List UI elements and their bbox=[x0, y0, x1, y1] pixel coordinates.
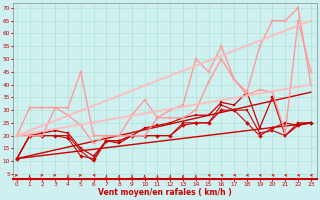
X-axis label: Vent moyen/en rafales ( km/h ): Vent moyen/en rafales ( km/h ) bbox=[98, 188, 232, 197]
